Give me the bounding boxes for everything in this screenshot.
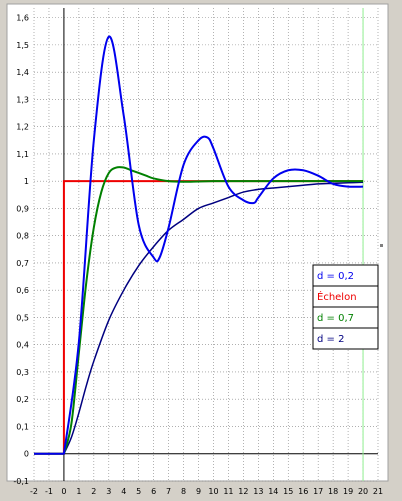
x-tick-label: 9 bbox=[196, 487, 201, 496]
y-tick-label: 1,5 bbox=[16, 41, 29, 50]
legend-item-label: Échelon bbox=[317, 290, 357, 303]
x-tick-label: 13 bbox=[253, 487, 263, 496]
series-line-d-0-2 bbox=[34, 35, 364, 455]
y-tick-label: 0,4 bbox=[16, 341, 29, 350]
y-tick-label: 0,1 bbox=[16, 422, 29, 431]
y-tick-label: 1,2 bbox=[16, 123, 29, 132]
x-tick-label: 17 bbox=[313, 487, 323, 496]
plot-area bbox=[6, 3, 389, 482]
y-tick-label: 1,1 bbox=[16, 150, 29, 159]
x-tick-label: 14 bbox=[268, 487, 278, 496]
tick-labels: -2 -1 0 1 2 3 4 5 6 7 8 9 10 11 12 13 14 15 16 17 18 19 20 21-0… bbox=[13, 14, 383, 496]
series-line-d-0-7 bbox=[34, 166, 364, 455]
x-tick-label: 20 bbox=[358, 487, 368, 496]
x-tick-label: 19 bbox=[343, 487, 353, 496]
x-tick-label: 3 bbox=[106, 487, 111, 496]
y-tick-label: 0,9 bbox=[16, 204, 29, 213]
x-tick-label: 6 bbox=[151, 487, 156, 496]
y-tick-label: 0,6 bbox=[16, 286, 29, 295]
series-line-d-2 bbox=[34, 181, 364, 455]
x-tick-label: 2 bbox=[91, 487, 96, 496]
resize-grip[interactable] bbox=[380, 244, 383, 247]
x-tick-label: 1 bbox=[76, 487, 81, 496]
x-tick-label: 8 bbox=[181, 487, 186, 496]
y-tick-label: 0 bbox=[24, 450, 29, 459]
x-tick-label: 10 bbox=[208, 487, 218, 496]
grid bbox=[33, 8, 379, 482]
y-tick-label: 0,5 bbox=[16, 313, 29, 322]
x-tick-label: -2 bbox=[30, 487, 38, 496]
x-tick-label: 4 bbox=[121, 487, 126, 496]
legend-item-label: d = 0,7 bbox=[317, 313, 354, 324]
legend-item-label: d = 2 bbox=[317, 334, 344, 345]
x-tick-label: 5 bbox=[136, 487, 141, 496]
x-tick-label: 15 bbox=[283, 487, 293, 496]
y-tick-label: -0,1 bbox=[13, 477, 29, 486]
y-tick-label: 0,7 bbox=[16, 259, 29, 268]
x-tick-label: 21 bbox=[373, 487, 383, 496]
y-tick-label: 1,6 bbox=[16, 14, 29, 23]
series-group bbox=[34, 35, 364, 455]
x-tick-label: 12 bbox=[238, 487, 248, 496]
x-tick-label: 7 bbox=[166, 487, 171, 496]
y-tick-label: 0,2 bbox=[16, 395, 29, 404]
y-tick-label: 1,3 bbox=[16, 95, 29, 104]
legend-item-label: d = 0,2 bbox=[317, 271, 354, 282]
y-tick-label: 1,4 bbox=[16, 68, 29, 77]
x-tick-label: 0 bbox=[61, 487, 66, 496]
x-tick-label: 18 bbox=[328, 487, 338, 496]
x-tick-label: -1 bbox=[45, 487, 53, 496]
y-tick-label: 0,3 bbox=[16, 368, 29, 377]
x-tick-label: 16 bbox=[298, 487, 308, 496]
y-tick-label: 0,8 bbox=[16, 232, 29, 241]
legend: d = 0,2 Échelon d = 0,7 d = 2 bbox=[312, 264, 379, 350]
y-tick-label: 1 bbox=[24, 177, 29, 186]
x-tick-label: 11 bbox=[223, 487, 233, 496]
